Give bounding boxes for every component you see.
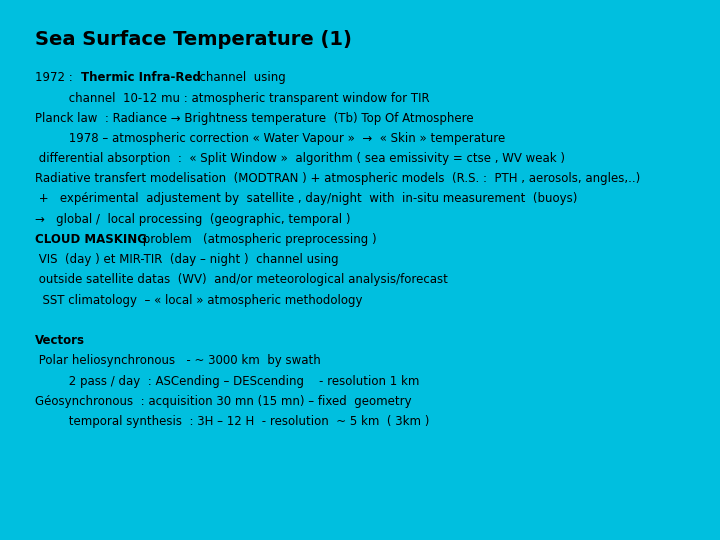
Text: Radiative transfert modelisation  (MODTRAN ) + atmospheric models  (R.S. :  PTH : Radiative transfert modelisation (MODTRA… [35,172,640,185]
Text: Géosynchronous  : acquisition 30 mn (15 mn) – fixed  geometry: Géosynchronous : acquisition 30 mn (15 m… [35,395,411,408]
Text: problem   (atmospheric preprocessing ): problem (atmospheric preprocessing ) [139,233,377,246]
Text: 2 pass / day  : ASCending – DEScending    - resolution 1 km: 2 pass / day : ASCending – DEScending - … [35,375,419,388]
Text: VIS  (day ) et MIR-TIR  (day – night )  channel using: VIS (day ) et MIR-TIR (day – night ) cha… [35,253,338,266]
Text: 1978 – atmospheric correction « Water Vapour »  →  « Skin » temperature: 1978 – atmospheric correction « Water Va… [35,132,505,145]
Text: differential absorption  :  « Split Window »  algorithm ( sea emissivity = ctse : differential absorption : « Split Window… [35,152,564,165]
Text: Planck law  : Radiance → Brightness temperature  (Tb) Top Of Atmosphere: Planck law : Radiance → Brightness tempe… [35,112,473,125]
Text: SST climatology  – « local » atmospheric methodology: SST climatology – « local » atmospheric … [35,294,362,307]
Text: 1972 :: 1972 : [35,71,80,84]
Text: channel  using: channel using [192,71,286,84]
Text: →   global /  local processing  (geographic, temporal ): → global / local processing (geographic,… [35,213,350,226]
Text: Vectors: Vectors [35,334,84,347]
Text: temporal synthesis  : 3H – 12 H  - resolution  ~ 5 km  ( 3km ): temporal synthesis : 3H – 12 H - resolut… [35,415,429,428]
Text: CLOUD MASKING: CLOUD MASKING [35,233,147,246]
Text: Polar heliosynchronous   - ~ 3000 km  by swath: Polar heliosynchronous - ~ 3000 km by sw… [35,354,320,367]
Text: +   expérimental  adjustement by  satellite , day/night  with  in-situ measureme: + expérimental adjustement by satellite … [35,192,577,205]
Text: Thermic Infra-Red: Thermic Infra-Red [81,71,201,84]
Text: outside satellite datas  (WV)  and/or meteorological analysis/forecast: outside satellite datas (WV) and/or mete… [35,273,447,286]
Text: Sea Surface Temperature (1): Sea Surface Temperature (1) [35,30,351,49]
Text: channel  10-12 mu : atmospheric transparent window for TIR: channel 10-12 mu : atmospheric transpare… [35,92,429,105]
